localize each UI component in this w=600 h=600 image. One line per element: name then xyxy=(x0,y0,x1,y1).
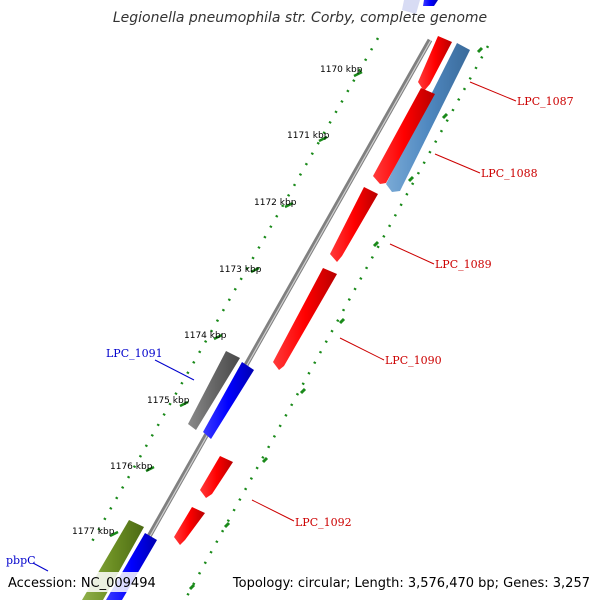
tick-label: 1174 kbp xyxy=(184,331,227,341)
gene-label-lpc-1090[interactable]: LPC_1090 xyxy=(385,354,442,367)
gene-label-lpc-1088[interactable]: LPC_1088 xyxy=(481,167,538,180)
gene-arrow-lpc-1088[interactable] xyxy=(386,43,470,192)
tick-label: 1173 kbp xyxy=(219,265,262,275)
gene-arrow-lpc-1089[interactable] xyxy=(330,187,378,262)
tick-label: 1170 kbp xyxy=(320,65,363,75)
tick-1173: 1173 kbp xyxy=(219,265,262,275)
tick-label: 1172 kbp xyxy=(254,198,297,208)
inner-major-ticks xyxy=(188,46,484,591)
genome-backbone-highlight xyxy=(113,39,432,600)
gene-arrow-top-blue[interactable] xyxy=(423,0,438,6)
gene-label-lpc-1091[interactable]: LPC_1091 xyxy=(106,347,163,360)
gene-arrow-lpc-1090[interactable] xyxy=(273,268,337,370)
tick-1177: 1177 kbp xyxy=(72,527,119,538)
tick-1170: 1170 kbp xyxy=(320,65,363,78)
gene-arrow-lpc-1092-a[interactable] xyxy=(200,456,233,498)
genome-summary-text: Topology: circular; Length: 3,576,470 bp… xyxy=(232,576,590,591)
tick-1174: 1174 kbp xyxy=(184,331,227,341)
gene-label-pbpc[interactable]: pbpC xyxy=(6,554,36,567)
label-leaders xyxy=(32,81,517,572)
gene-arrow-blue-b[interactable] xyxy=(203,362,254,439)
gene-labels: LPC_1087 LPC_1088 LPC_1089 LPC_1090 LPC_… xyxy=(6,95,574,567)
genome-backbone xyxy=(110,38,433,600)
gene-label-lpc-1089[interactable]: LPC_1089 xyxy=(435,258,492,271)
tick-1175: 1175 kbp xyxy=(147,396,190,408)
outer-tick-track xyxy=(88,37,380,546)
tick-1176: 1176 kbp xyxy=(110,462,155,473)
gene-features xyxy=(82,0,470,600)
accession-text: Accession: NC_009494 xyxy=(8,576,156,591)
tick-label: 1177 kbp xyxy=(72,527,115,537)
tick-label: 1175 kbp xyxy=(147,396,190,406)
tick-1172: 1172 kbp xyxy=(254,198,297,209)
tick-label: 1171 kbp xyxy=(287,131,330,141)
gene-label-lpc-1092[interactable]: LPC_1092 xyxy=(295,516,352,529)
gene-arrow-lpc-1092-b[interactable] xyxy=(174,507,205,545)
accession-backdrop xyxy=(4,572,154,592)
gene-arrow-lpc-1087[interactable] xyxy=(418,36,452,91)
gene-arrow-lpc-1091[interactable] xyxy=(188,351,240,430)
gene-label-lpc-1087[interactable]: LPC_1087 xyxy=(517,95,574,108)
tick-label: 1176 kbp xyxy=(110,462,153,472)
gene-arrow-red-a[interactable] xyxy=(373,88,435,184)
gene-arrow-top-light[interactable] xyxy=(402,0,420,14)
kbp-ticks: 1170 kbp 1171 kbp 1172 kbp 1173 kbp 1174… xyxy=(72,65,363,538)
genome-title: Legionella pneumophila str. Corby, compl… xyxy=(113,10,487,26)
tick-1171: 1171 kbp xyxy=(287,131,330,143)
